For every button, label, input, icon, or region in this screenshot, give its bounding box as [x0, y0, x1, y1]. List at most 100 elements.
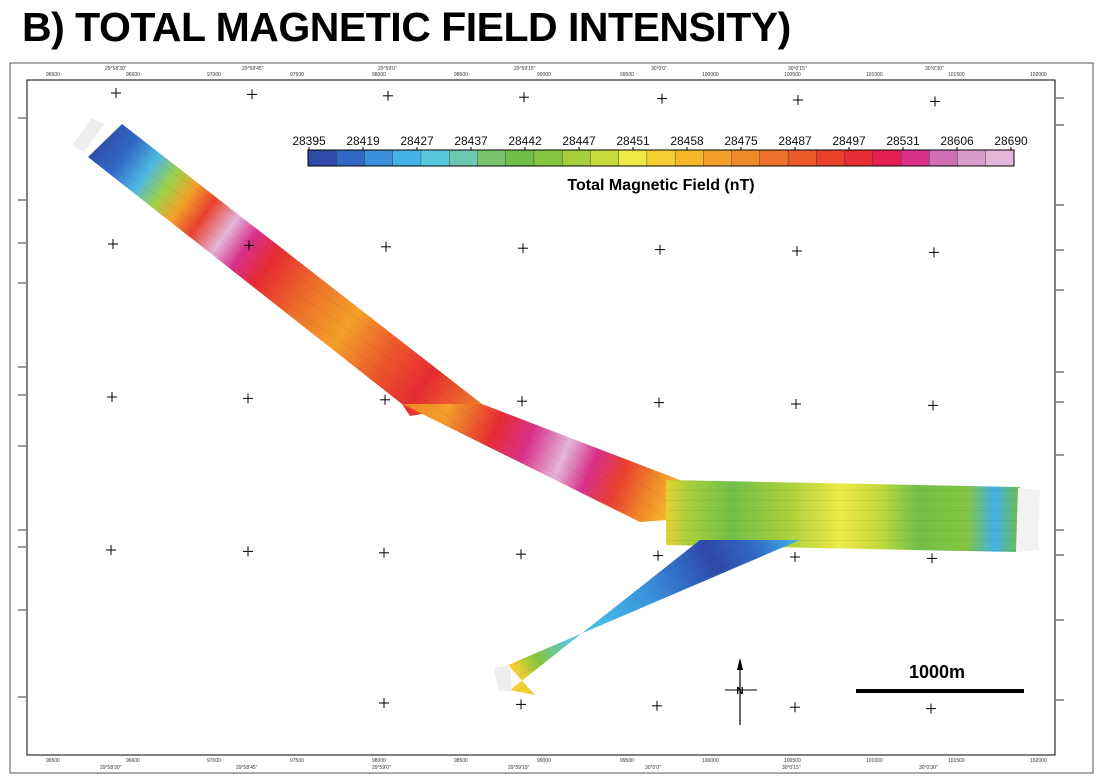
top-easting-label: 100000 — [702, 72, 719, 78]
grid-cross — [652, 700, 662, 711]
legend-swatch — [703, 149, 733, 167]
grid-cross — [930, 96, 940, 107]
legend-colorbar-border — [307, 149, 1015, 167]
top-dms-label: 29°58'30" — [105, 66, 127, 72]
legend-title: Total Magnetic Field (nT) — [567, 177, 754, 194]
legend-swatch — [674, 149, 704, 167]
bottom-easting-label: 102000 — [1030, 758, 1047, 764]
north-arrow: N — [725, 658, 757, 725]
grid-cross — [380, 394, 390, 405]
legend-swatch — [844, 149, 874, 167]
bottom-dms-label: 29°59'0" — [372, 765, 391, 771]
bottom-easting-label: 101500 — [948, 758, 965, 764]
legend-swatch — [477, 149, 507, 167]
legend-swatch — [336, 149, 365, 167]
grid-cross — [929, 247, 939, 258]
legend-value-label: 28451 — [616, 134, 650, 148]
legend-swatch — [872, 149, 902, 167]
map-inner-frame — [26, 79, 1056, 756]
bottom-easting-label: 97000 — [207, 758, 221, 764]
bottom-easting-label: 101000 — [866, 758, 883, 764]
bottom-easting-label: 96500 — [46, 758, 60, 764]
grid-cross — [790, 552, 800, 562]
top-easting-label: 99000 — [537, 72, 551, 78]
flightline-fringe — [494, 665, 512, 692]
top-dms-label: 29°59'15" — [514, 66, 536, 72]
legend-swatch — [618, 149, 648, 167]
legend-swatch — [449, 149, 478, 167]
top-easting-label: 100500 — [784, 72, 801, 78]
top-easting-label: 97500 — [290, 72, 304, 78]
top-dms-label: 29°59'0" — [378, 66, 397, 72]
top-dms-label: 30°0'0" — [651, 66, 667, 72]
grid-cross — [516, 699, 526, 710]
legend-value-label: 28447 — [562, 134, 596, 148]
grid-cross — [518, 243, 528, 254]
bottom-easting-label: 96600 — [126, 758, 140, 764]
grid-cross — [791, 399, 801, 409]
grid-cross — [244, 240, 254, 251]
flightline-fringe — [1016, 488, 1040, 552]
grid-cross — [928, 400, 938, 411]
legend-value-label: 28419 — [346, 134, 380, 148]
grid-cross — [927, 553, 937, 564]
grid-cross — [381, 241, 391, 252]
bottom-dms-label: 29°58'30" — [100, 765, 122, 771]
grid-cross — [247, 89, 257, 100]
legend-swatch — [307, 149, 337, 167]
bottom-easting-label: 100500 — [784, 758, 801, 764]
top-easting-label: 96600 — [126, 72, 140, 78]
legend-swatch — [420, 149, 450, 167]
grid-cross — [517, 396, 527, 407]
strip-east-flightlines — [666, 480, 1020, 552]
grid-cross — [653, 550, 663, 561]
bottom-dms-label: 29°59'15" — [508, 765, 530, 771]
legend-swatch — [787, 149, 817, 167]
legend-value-label: 28437 — [454, 134, 488, 148]
legend-swatch — [731, 149, 761, 167]
legend-value-label: 28531 — [886, 134, 920, 148]
legend-value-label: 28427 — [400, 134, 434, 148]
top-easting-label: 98500 — [454, 72, 468, 78]
legend-swatch — [759, 149, 789, 167]
top-dms-label: 30°0'30" — [925, 66, 944, 72]
bottom-dms-label: 30°0'15" — [782, 765, 801, 771]
right-axis-ticks — [1056, 97, 1064, 701]
legend-swatch — [590, 149, 620, 167]
grid-cross — [793, 95, 803, 105]
top-dms-label: 29°58'45" — [242, 66, 264, 72]
legend-swatch — [816, 149, 846, 167]
bottom-dms-label: 30°0'30" — [919, 765, 938, 771]
legend-swatch — [505, 149, 535, 167]
page-title: B) TOTAL MAGNETIC FIELD INTENSITY) — [22, 4, 791, 50]
legend-labels: 28395 28419 28427 28437 28442 28447 28451 28458… — [292, 134, 1028, 150]
north-arrow-label: N — [736, 686, 743, 697]
grid-cross — [106, 545, 116, 555]
grid-cross — [657, 93, 667, 104]
legend-swatch — [646, 149, 676, 167]
top-easting-label: 98000 — [372, 72, 386, 78]
legend-colorbar — [307, 149, 1015, 167]
coordinate-grid-crosses — [106, 88, 940, 714]
grid-cross — [379, 547, 389, 558]
grid-cross — [790, 702, 800, 713]
legend-value-label: 28458 — [670, 134, 704, 148]
grid-cross — [655, 244, 665, 255]
grid-cross — [654, 397, 664, 408]
legend-swatch — [364, 149, 394, 167]
legend-swatch — [392, 149, 422, 167]
bottom-dms-label: 30°0'0" — [645, 765, 661, 771]
top-easting-label: 96500 — [46, 72, 60, 78]
grid-cross — [111, 88, 121, 98]
legend-value-label: 28475 — [724, 134, 758, 148]
grid-cross — [107, 392, 117, 402]
grid-cross — [792, 246, 802, 256]
top-easting-label: 101500 — [948, 72, 965, 78]
legend-swatch — [957, 149, 987, 167]
grid-cross — [383, 90, 393, 101]
legend-value-label: 28395 — [292, 134, 326, 148]
legend-swatch — [561, 149, 591, 167]
legend-value-label: 28487 — [778, 134, 812, 148]
legend-swatch — [900, 149, 930, 167]
